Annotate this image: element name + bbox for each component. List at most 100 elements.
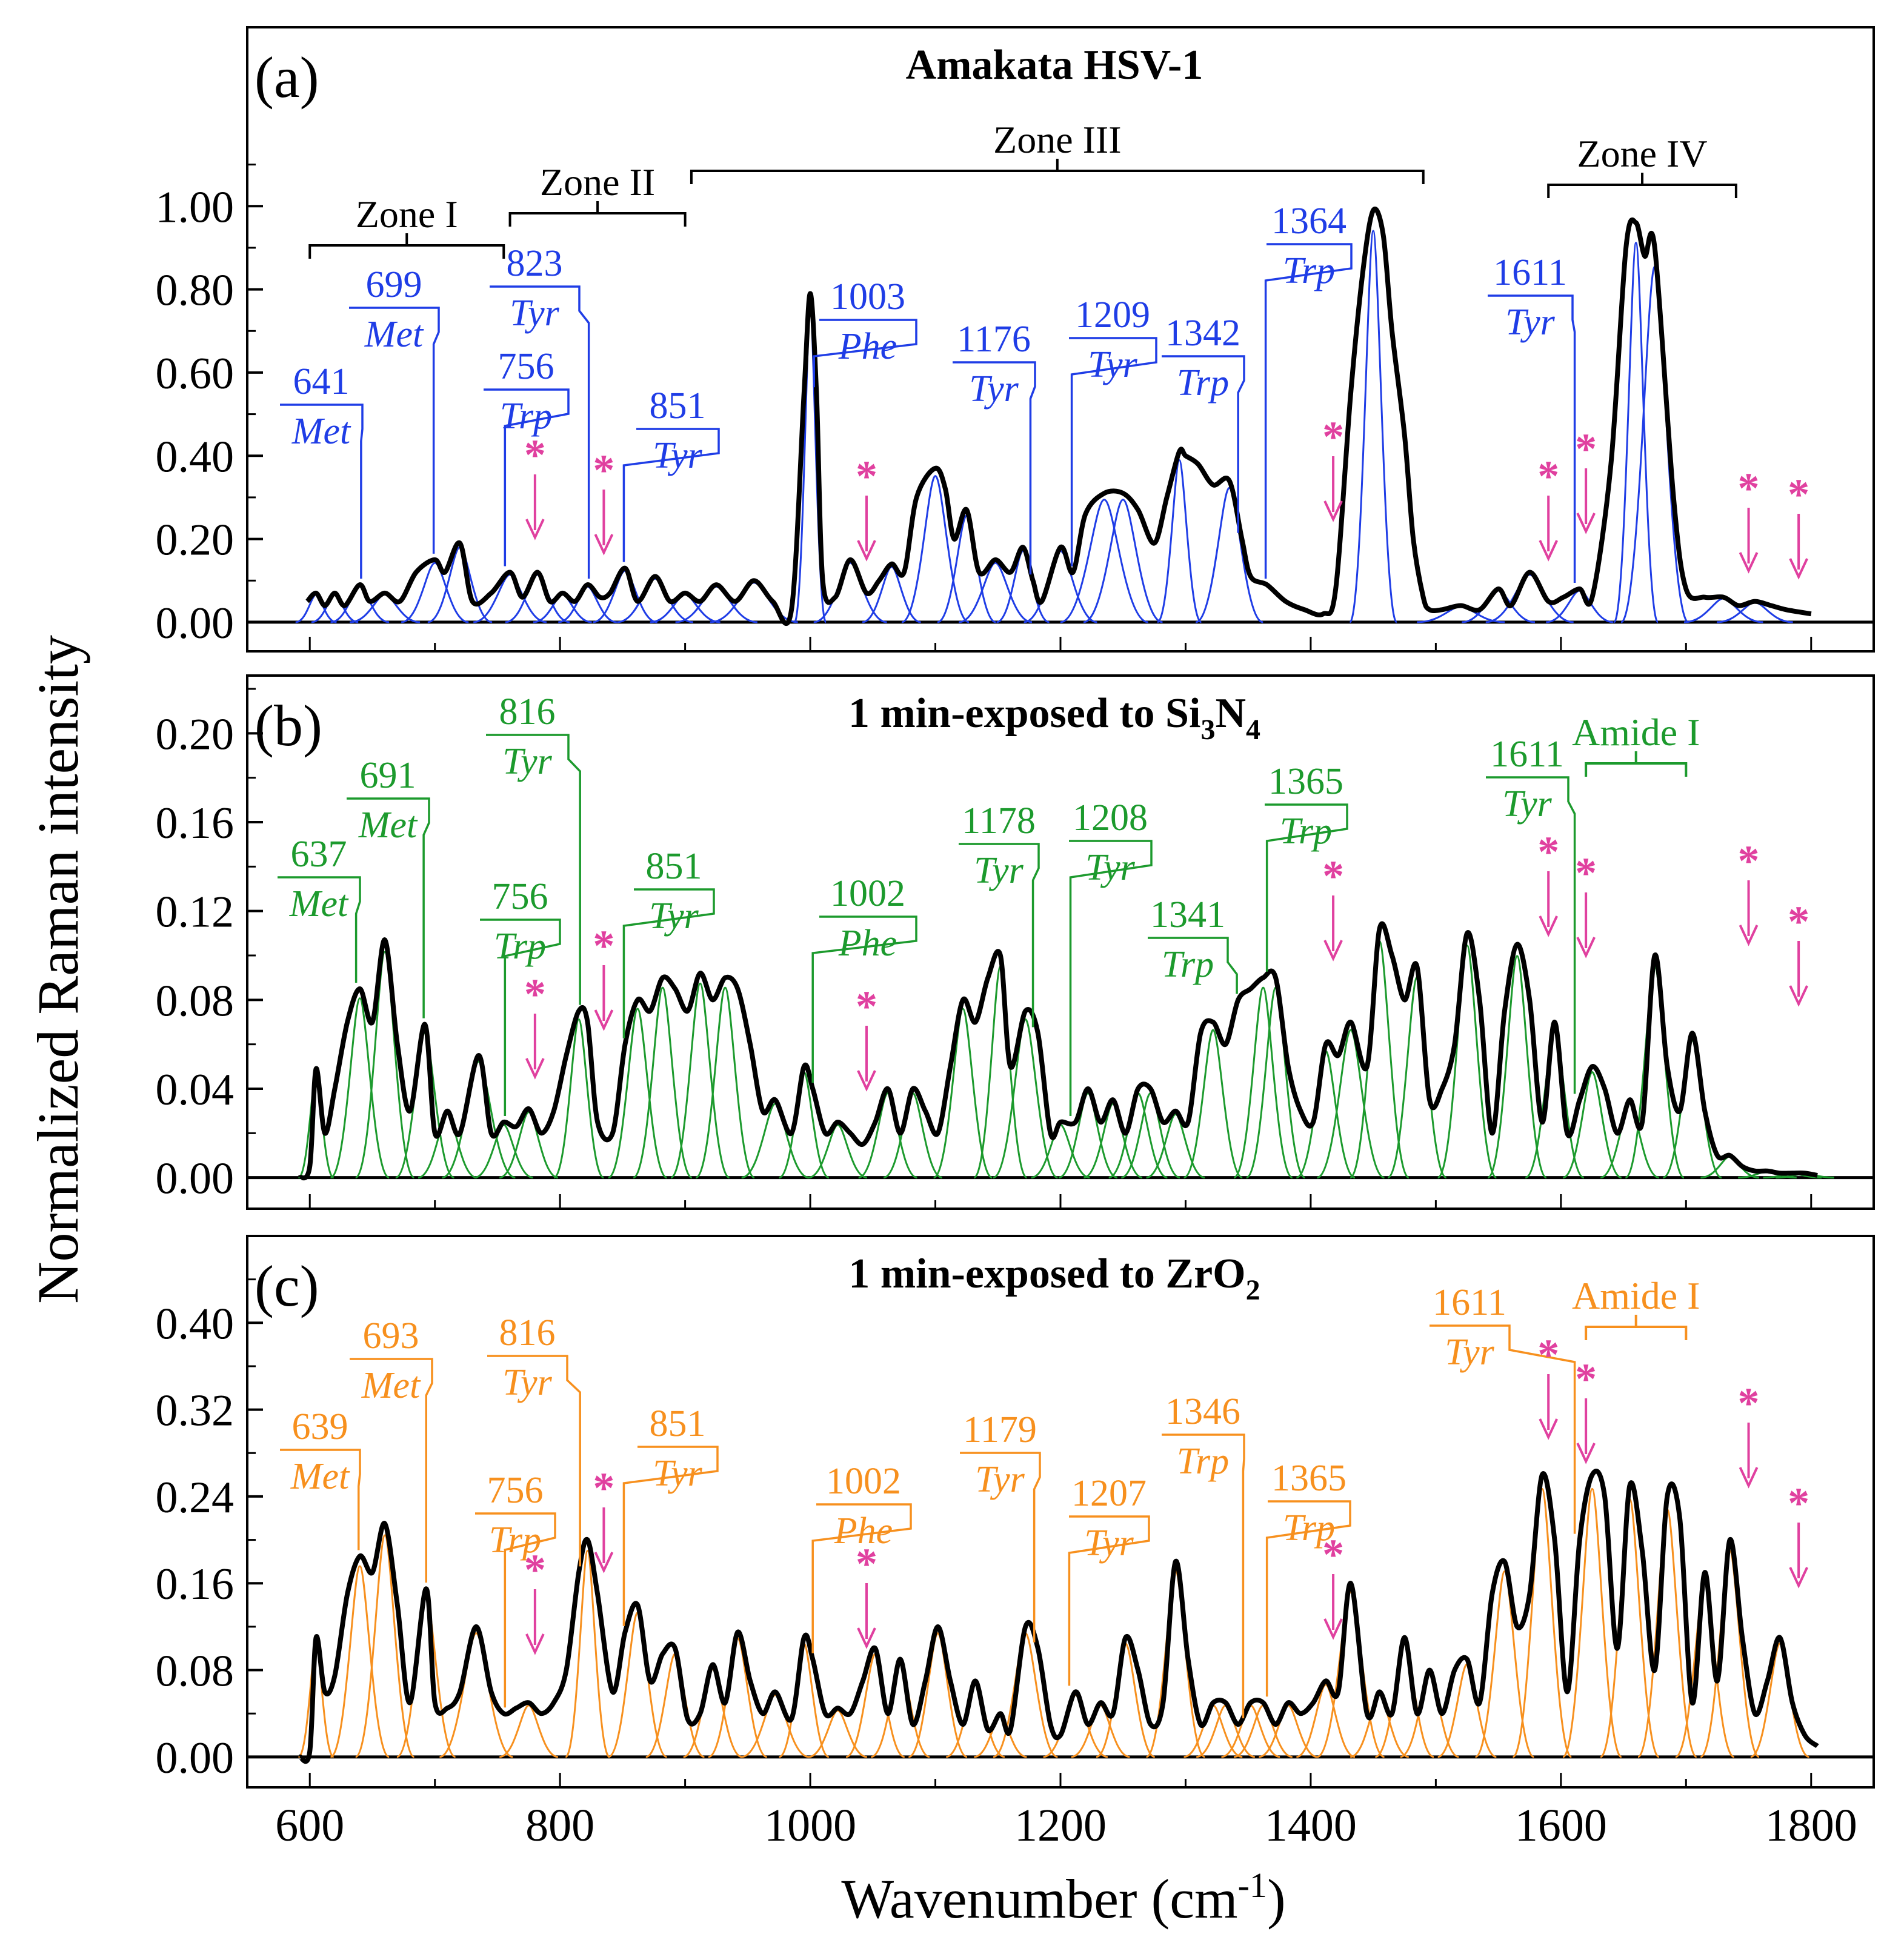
component-peak bbox=[808, 1124, 868, 1179]
peak-leader-line bbox=[349, 307, 440, 554]
peak-leader-line bbox=[484, 388, 570, 566]
peak-wavenumber: 851 bbox=[650, 1403, 706, 1444]
star-arrow-head bbox=[1323, 940, 1343, 962]
component-peak bbox=[553, 1018, 604, 1179]
star-symbol: * bbox=[524, 431, 546, 479]
star-marker: * bbox=[1537, 452, 1559, 562]
star-marker: * bbox=[1322, 413, 1344, 522]
peak-leader-line bbox=[486, 734, 581, 1005]
peak-wavenumber: 1346 bbox=[1165, 1391, 1240, 1432]
x-tick-label: 600 bbox=[275, 1800, 344, 1851]
x-axis-label: Wavenumber (cm-1) bbox=[841, 1865, 1285, 1930]
peak-wavenumber: 641 bbox=[293, 361, 350, 402]
component-peak bbox=[993, 1018, 1058, 1179]
peak-residue: Trp bbox=[500, 396, 552, 437]
peak-leader-line bbox=[475, 1512, 556, 1708]
peak-residue: Trp bbox=[1162, 944, 1214, 985]
zone-label: Zone IV bbox=[1577, 132, 1708, 175]
star-symbol: * bbox=[524, 1546, 546, 1594]
y-tick-label: 0.00 bbox=[156, 1154, 235, 1204]
star-symbol: * bbox=[856, 1540, 877, 1588]
peak-leader-line bbox=[811, 915, 917, 1083]
star-marker: * bbox=[1738, 837, 1760, 946]
peak-label: 1176 Tyr bbox=[953, 319, 1036, 575]
star-marker: * bbox=[1738, 464, 1760, 574]
peak-leader-line bbox=[487, 1355, 581, 1567]
star-marker: * bbox=[593, 446, 614, 556]
star-arrow-head bbox=[1739, 925, 1759, 946]
star-symbol: * bbox=[593, 446, 614, 494]
component-peak bbox=[959, 562, 1033, 623]
component-peak bbox=[1437, 944, 1497, 1179]
zone-bracket-line bbox=[1585, 751, 1688, 777]
star-marker: * bbox=[1788, 470, 1809, 580]
peak-wavenumber: 1179 bbox=[963, 1409, 1037, 1450]
peak-wavenumber: 1611 bbox=[1490, 734, 1564, 775]
star-arrow-head bbox=[857, 1070, 876, 1092]
peak-wavenumber: 1365 bbox=[1268, 761, 1343, 802]
component-peak bbox=[1546, 590, 1614, 623]
component-peak bbox=[1058, 1092, 1118, 1179]
y-tick-label: 0.16 bbox=[156, 799, 235, 848]
component-peak bbox=[996, 550, 1050, 623]
peak-residue: Trp bbox=[1283, 250, 1335, 291]
component-peak bbox=[1562, 1071, 1622, 1179]
panel-b-components bbox=[298, 940, 1834, 1179]
peak-leader-line bbox=[1264, 243, 1353, 579]
peak-leader-line bbox=[1486, 776, 1576, 1094]
peak-label: 1178 Tyr bbox=[959, 800, 1040, 1028]
component-peak bbox=[908, 1632, 968, 1758]
star-arrow-head bbox=[857, 1627, 876, 1649]
component-peak bbox=[1485, 574, 1574, 623]
title-main: 1 min-exposed to Si bbox=[848, 690, 1200, 737]
star-symbol: * bbox=[1788, 1479, 1809, 1527]
peak-wavenumber: 756 bbox=[498, 346, 554, 387]
peak-leader-line bbox=[1162, 1433, 1245, 1719]
component-peak bbox=[1349, 230, 1398, 623]
zone-bracket: Amide I bbox=[1572, 711, 1700, 777]
peak-leader-line bbox=[1069, 337, 1157, 566]
y-tick-label: 0.20 bbox=[156, 709, 235, 759]
peak-label: 756 Trp bbox=[475, 1470, 556, 1708]
star-symbol: * bbox=[593, 922, 614, 970]
component-peak bbox=[355, 951, 415, 1179]
peak-leader-line bbox=[813, 319, 917, 388]
panel-b: (b) 1 min-exposed to Si3N4 0.20 0.16 0.12 0.0… bbox=[156, 674, 1875, 1210]
star-marker: * bbox=[856, 1540, 877, 1649]
component-peak bbox=[439, 1632, 513, 1758]
component-peak bbox=[1662, 1039, 1722, 1179]
peak-wavenumber: 1176 bbox=[957, 319, 1031, 360]
star-marker: * bbox=[1322, 1530, 1344, 1640]
peak-residue: Trp bbox=[494, 926, 546, 967]
peak-wavenumber: 1342 bbox=[1165, 313, 1240, 354]
x-tick-label: 1800 bbox=[1765, 1800, 1857, 1851]
peak-leader-line bbox=[280, 404, 364, 579]
x-tick-label: 1600 bbox=[1515, 1800, 1607, 1851]
component-peak bbox=[330, 997, 390, 1179]
star-arrow-head bbox=[1539, 915, 1559, 937]
x-axis-label-superscript: -1 bbox=[1238, 1865, 1267, 1905]
star-marker: * bbox=[1738, 1379, 1760, 1489]
panel-b-spectrum-line bbox=[298, 921, 1818, 1181]
peak-wavenumber: 637 bbox=[291, 834, 347, 875]
peak-leader-line bbox=[959, 843, 1040, 1028]
peak-wavenumber: 1341 bbox=[1150, 894, 1225, 935]
component-peak bbox=[401, 562, 469, 623]
peak-residue: Tyr bbox=[1085, 847, 1135, 888]
star-marker: * bbox=[1575, 1355, 1597, 1464]
star-arrow-head bbox=[1323, 1618, 1343, 1640]
peak-label: 637 Met bbox=[278, 834, 361, 983]
peak-leader-line bbox=[1265, 1500, 1351, 1697]
star-marker: * bbox=[1537, 1330, 1559, 1440]
peak-wavenumber: 1611 bbox=[1493, 252, 1567, 293]
peak-wavenumber: 699 bbox=[366, 264, 422, 305]
star-symbol: * bbox=[1788, 470, 1809, 519]
peak-label: 699 Met bbox=[349, 264, 440, 554]
star-marker: * bbox=[1322, 852, 1344, 962]
peak-leader-line bbox=[622, 1446, 719, 1626]
star-symbol: * bbox=[1788, 897, 1809, 946]
